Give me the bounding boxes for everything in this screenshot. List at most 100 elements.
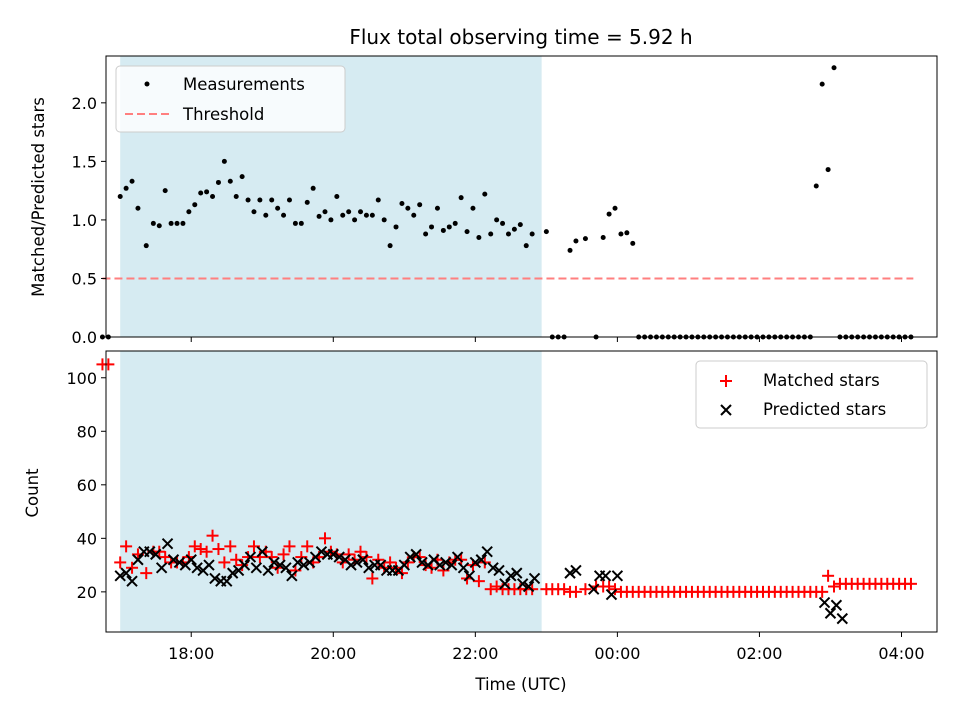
predicted-star-point — [824, 607, 837, 619]
predicted-star-point — [221, 575, 233, 587]
predicted-star-stroke-b — [505, 570, 517, 582]
predicted-star-stroke-b — [363, 562, 375, 574]
predicted-star-stroke-b — [327, 548, 339, 561]
count-points — [96, 358, 917, 625]
predicted-star-point — [297, 559, 310, 571]
predicted-star-stroke-b — [374, 559, 387, 571]
predicted-star-stroke-b — [469, 556, 482, 569]
measurement-point — [612, 205, 618, 211]
measurement-point — [482, 191, 488, 197]
measurement-point — [458, 195, 464, 201]
matched-star-point — [318, 532, 331, 545]
measurement-point — [358, 209, 364, 215]
measurement-point — [304, 199, 310, 205]
predicted-star-point — [469, 556, 482, 569]
predicted-star-point — [268, 556, 280, 569]
bottom-y-tick-label: 100 — [66, 369, 97, 388]
matched-star-point — [126, 561, 139, 574]
predicted-star-point — [487, 562, 499, 574]
predicted-star-point — [564, 567, 576, 579]
predicted-star-stroke-b — [268, 556, 280, 569]
measurement-point — [346, 209, 352, 215]
measurement-point — [600, 234, 606, 240]
predicted-star-stroke-b — [351, 556, 363, 569]
predicted-star-stroke-b — [428, 554, 440, 566]
measurement-point — [573, 238, 579, 244]
predicted-star-stroke-b — [155, 562, 168, 574]
measurement-point — [369, 212, 375, 218]
measurement-point — [511, 226, 517, 232]
predicted-star-point — [167, 554, 180, 566]
predicted-star-stroke-b — [611, 570, 624, 582]
measurement-point — [393, 224, 399, 230]
measurement-point — [156, 223, 162, 229]
bottom-x-tick-label: 20:00 — [310, 644, 356, 663]
predicted-star-stroke-b — [185, 554, 197, 566]
predicted-star-point — [611, 570, 624, 582]
measurement-point — [334, 194, 340, 199]
predicted-star-point — [150, 548, 162, 561]
bottom-y-axis-label: Count — [23, 468, 42, 518]
matched-star-point — [206, 529, 219, 542]
measurement-point — [328, 217, 334, 223]
bottom-legend: Matched stars Predicted stars — [695, 360, 928, 429]
predicted-star-point — [416, 556, 428, 569]
bottom-y-axis-ticks: 20 40 60 80 100 — [66, 369, 106, 602]
measurement-point — [813, 183, 819, 189]
predicted-star-stroke-b — [238, 559, 251, 571]
measurement-point — [488, 231, 494, 237]
predicted-star-point — [499, 578, 511, 590]
bottom-legend-box — [695, 360, 928, 429]
chart-title: Flux total observing time = 5.92 h — [349, 25, 692, 49]
predicted-star-point — [345, 559, 357, 571]
measurement-point — [227, 178, 233, 184]
predicted-star-stroke-b — [114, 570, 126, 582]
matched-star-point — [828, 580, 841, 593]
measurement-point — [286, 197, 292, 203]
matched-star-point — [224, 540, 237, 553]
measurement-point — [411, 212, 417, 218]
measurement-point — [135, 205, 141, 211]
top-panel: 0.00.51.01.52.0 Matched/Predicted stars … — [29, 55, 938, 347]
bottom-y-tick-label: 20 — [77, 583, 97, 602]
predicted-star-point — [286, 570, 298, 582]
matched-star-point — [140, 567, 153, 580]
x-axis-label: Time (UTC) — [474, 675, 566, 694]
predicted-star-point — [327, 548, 339, 561]
measurement-point — [162, 188, 168, 194]
measurement-point — [505, 231, 511, 237]
measurement-point — [618, 231, 624, 237]
measurement-point — [210, 194, 216, 199]
measurement-point — [192, 202, 198, 208]
measurement-point — [470, 205, 476, 211]
predicted-star-stroke-b — [126, 575, 138, 587]
predicted-star-stroke-b — [818, 596, 831, 609]
predicted-star-point — [522, 580, 535, 593]
predicted-star-stroke-b — [522, 580, 535, 593]
predicted-star-stroke-b — [451, 551, 464, 563]
matched-star-point — [569, 585, 582, 598]
predicted-star-stroke-b — [499, 578, 511, 590]
predicted-star-stroke-b — [410, 548, 422, 561]
measurement-point — [494, 217, 500, 223]
predicted-star-stroke-b — [221, 575, 233, 587]
predicted-star-point — [209, 572, 221, 585]
predicted-star-point — [262, 564, 274, 577]
predicted-star-stroke-b — [445, 559, 458, 571]
measurement-point — [630, 240, 636, 246]
matched-star-point — [609, 583, 622, 596]
matched-star-point — [342, 548, 355, 561]
predicted-star-point — [250, 562, 263, 574]
measurement-point — [263, 212, 269, 218]
predicted-star-point — [226, 567, 239, 579]
predicted-star-stroke-b — [256, 546, 268, 558]
predicted-star-point — [238, 559, 251, 571]
predicted-star-point — [144, 546, 156, 558]
predicted-star-stroke-b — [493, 564, 505, 577]
measurement-point — [543, 229, 549, 235]
predicted-star-stroke-b — [226, 567, 239, 579]
bottom-plot-frame — [105, 350, 938, 633]
matched-star-point — [277, 548, 290, 561]
predicted-star-stroke-b — [463, 570, 476, 582]
